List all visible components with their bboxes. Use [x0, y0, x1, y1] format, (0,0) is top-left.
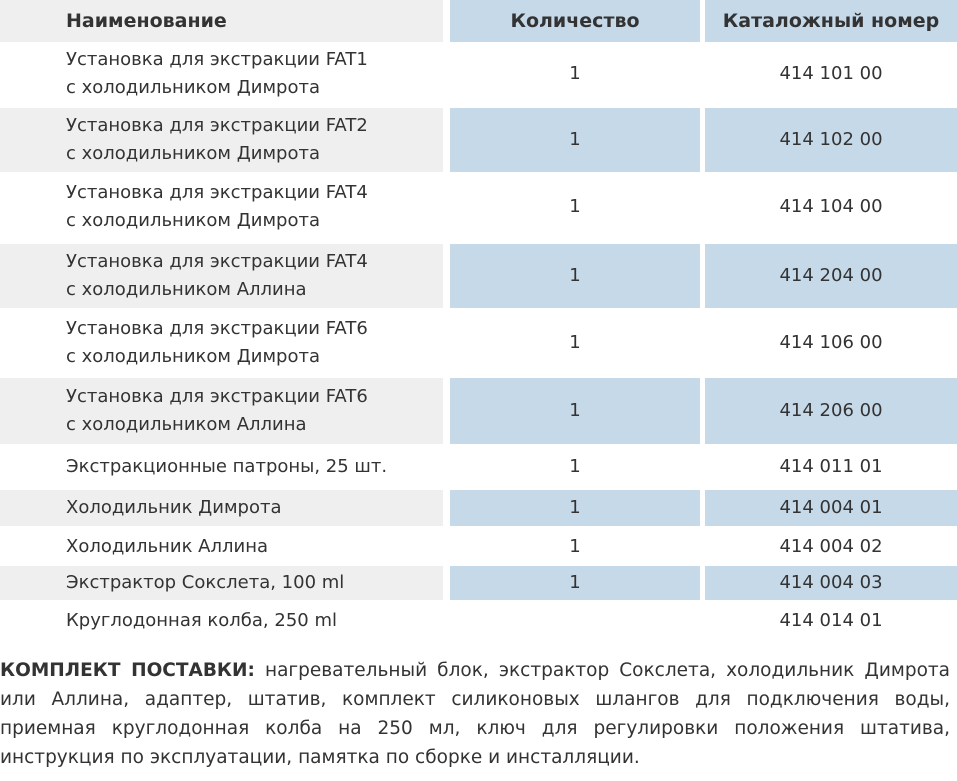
catalog-cell: 414 101 00 — [779, 63, 883, 84]
catalog-cell: 414 204 00 — [705, 244, 957, 308]
quantity-cell — [450, 602, 700, 640]
quantity-cell: 1 — [569, 196, 581, 217]
quantity-cell: 1 — [450, 244, 700, 308]
name-cell: Экстракционные патроны, 25 шт. — [66, 456, 388, 477]
catalog-cell: 414 206 00 — [705, 378, 957, 444]
catalog-cell: 414 014 01 — [779, 610, 883, 631]
header-name-cell: Наименование — [0, 0, 443, 42]
quantity-cell: 1 — [450, 378, 700, 444]
header-catalog-cell: Каталожный номер — [705, 0, 957, 42]
catalog-cell: 414 104 00 — [779, 196, 883, 217]
name-cell: Установка для экстракции FAT2 с холодиль… — [0, 108, 443, 172]
name-cell: Круглодонная колба, 250 ml — [66, 610, 337, 631]
name-cell: Холодильник Аллина — [66, 536, 268, 557]
note-text: нагревательный блок, экстрактор Сокслета… — [0, 660, 950, 768]
note-label: КОМПЛЕКТ ПОСТАВКИ: — [0, 660, 255, 681]
header-quantity-cell: Количество — [450, 0, 700, 42]
name-cell: Холодильник Димрота — [0, 490, 443, 526]
catalog-cell: 414 102 00 — [705, 108, 957, 172]
quantity-cell: 1 — [569, 456, 581, 477]
quantity-cell: 1 — [450, 108, 700, 172]
name-cell: Экстрактор Сокслета, 100 ml — [0, 566, 443, 600]
catalog-cell: 414 004 01 — [705, 490, 957, 526]
catalog-cell: 414 004 03 — [705, 566, 957, 600]
name-cell: Установка для экстракции FAT6 с холодиль… — [0, 378, 443, 444]
name-cell: Установка для экстракции FAT4 с холодиль… — [0, 244, 443, 308]
quantity-cell: 1 — [569, 332, 581, 353]
quantity-cell: 1 — [569, 536, 581, 557]
name-cell: Установка для экстракции FAT4 с холодиль… — [66, 182, 368, 231]
note: КОМПЛЕКТ ПОСТАВКИ: нагревательный блок, … — [0, 656, 950, 772]
catalog-cell: 414 011 01 — [779, 456, 883, 477]
name-cell: Установка для экстракции FAT6 с холодиль… — [66, 318, 368, 367]
quantity-cell: 1 — [450, 490, 700, 526]
quantity-cell: 1 — [450, 566, 700, 600]
quantity-cell: 1 — [569, 63, 581, 84]
catalog-cell: 414 004 02 — [779, 536, 883, 557]
catalog-cell: 414 106 00 — [779, 332, 883, 353]
name-cell: Установка для экстракции FAT1 с холодиль… — [66, 49, 368, 98]
